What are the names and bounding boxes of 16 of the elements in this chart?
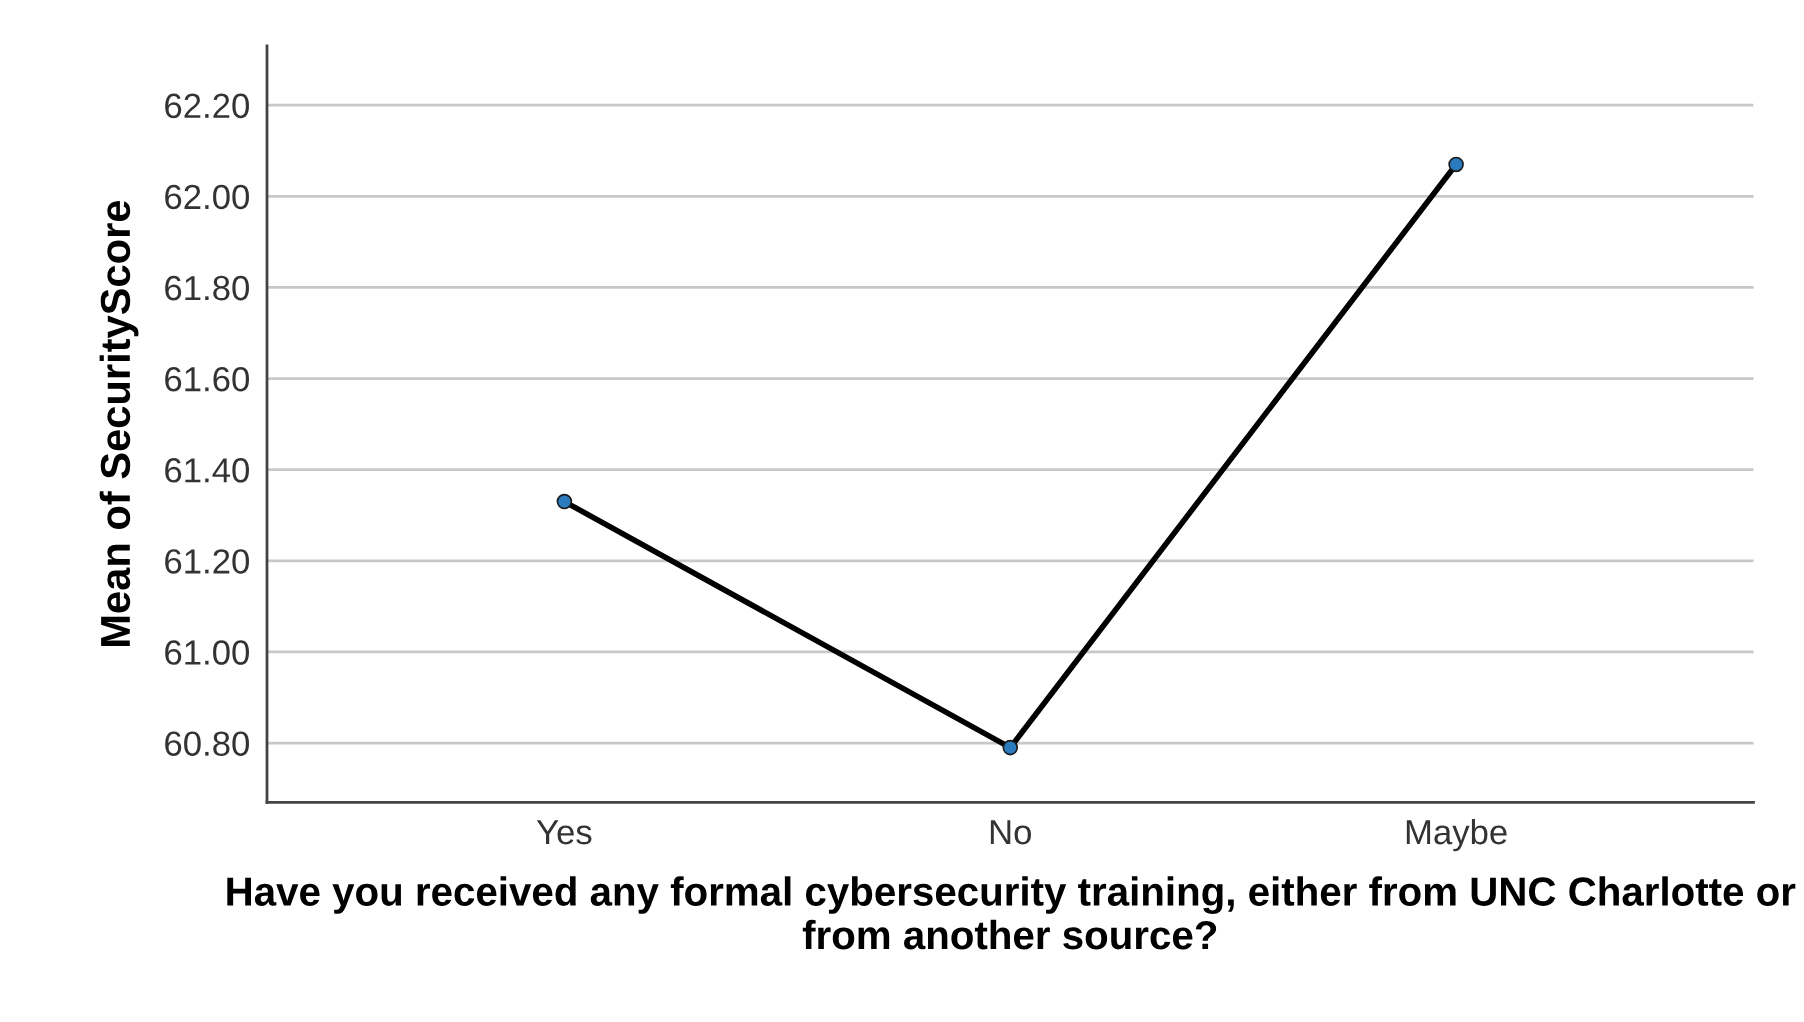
y-tick-label: 61.40 [165,458,249,483]
y-tick-label: 61.20 [165,549,249,574]
y-tick-label: 61.80 [165,275,249,301]
y-tick-label: 61.60 [165,366,249,392]
point [1448,156,1464,173]
x-tick-label: Maybe [1406,818,1507,852]
y-axis-title: Mean of SecurityScore [99,200,139,646]
x-tick-label: Yes [536,820,592,845]
x-axis-title: Have you received any formal cybersecurity training, either from UNC Charlotte or from another source? [227,876,1796,950]
x-tick-label: No [990,820,1031,845]
y-tick-label: 62.20 [165,93,249,119]
y-tick-label: 61.00 [165,640,249,665]
y-tick-label: 60.80 [165,731,249,756]
y-tick-label: 62.00 [165,184,249,210]
point [1002,739,1019,756]
point [556,493,573,510]
